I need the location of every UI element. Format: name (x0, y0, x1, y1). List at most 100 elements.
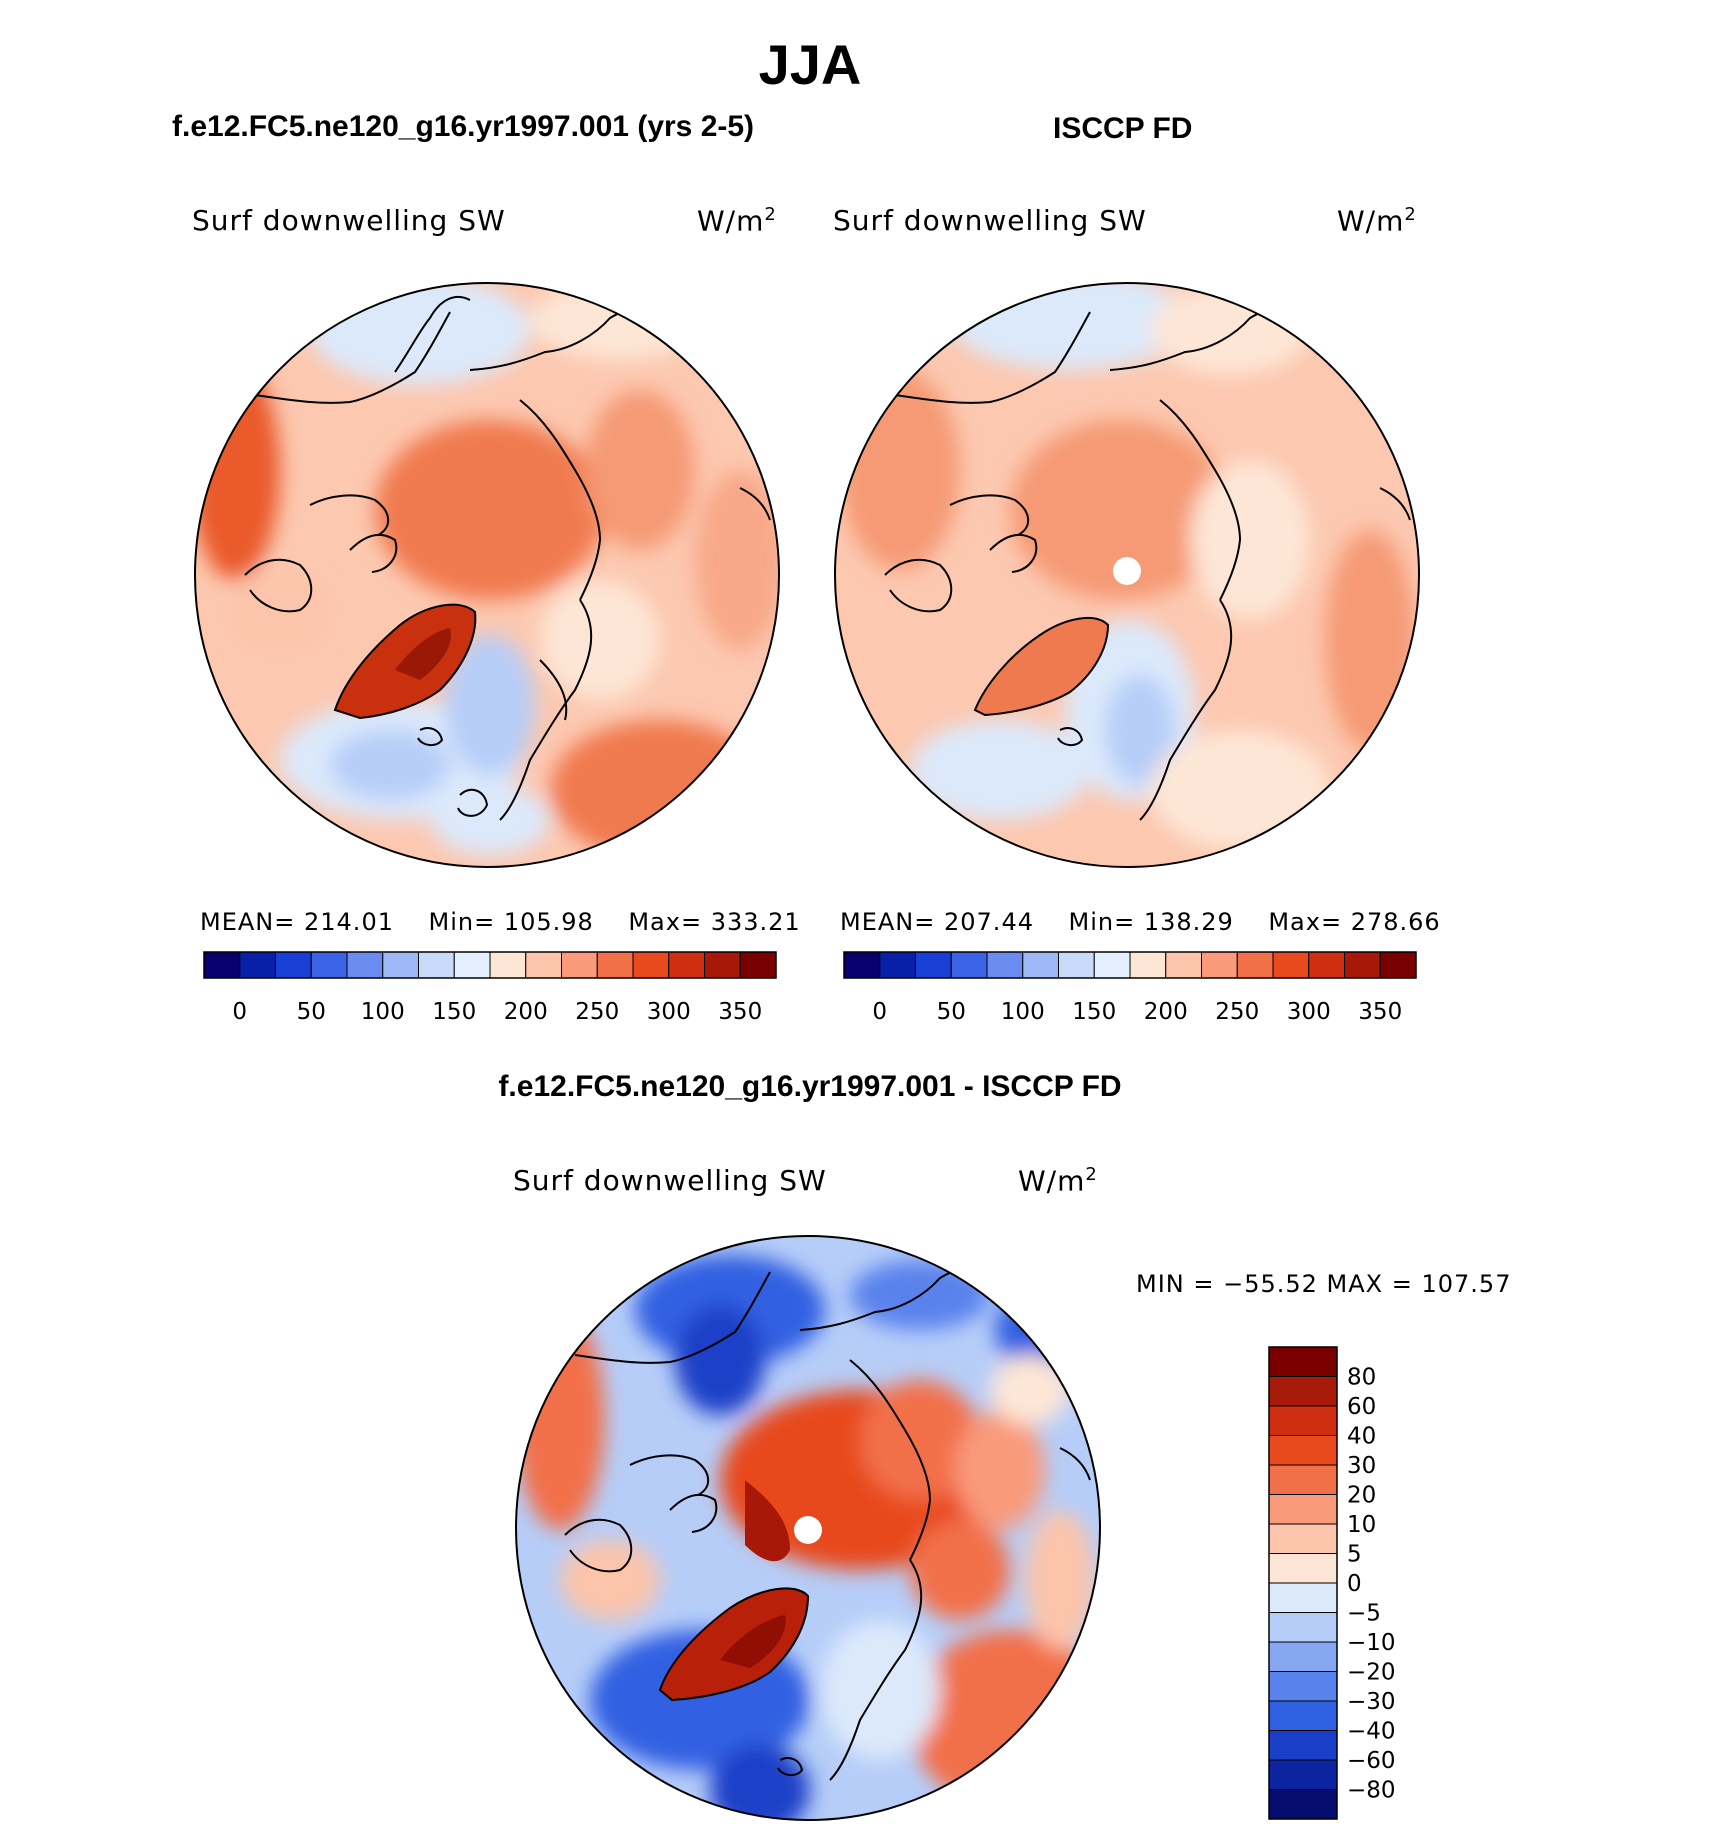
colorbar-tick-label: 350 (1358, 999, 1402, 1025)
colorbar-tick-label: 150 (432, 999, 476, 1025)
colorbar-tick-label: 50 (937, 999, 966, 1025)
colorbar-swatch (1201, 951, 1238, 979)
colorbar-tick-label: −5 (1347, 1601, 1381, 1627)
colorbar-tick-label: 300 (1287, 999, 1331, 1025)
colorbar-swatch (879, 951, 916, 979)
map-model (194, 282, 780, 868)
mean-value: 214.01 (304, 908, 394, 936)
colorbar-tick-label: 5 (1347, 1542, 1362, 1568)
colorbar-swatch (1344, 951, 1381, 979)
colorbar-tick-label: 80 (1347, 1365, 1376, 1391)
colorbar-tick-label: −30 (1347, 1689, 1396, 1715)
colorbar-swatch (843, 951, 881, 979)
min-value: 105.98 (503, 908, 594, 936)
colorbar-swatch (1022, 951, 1059, 979)
colorbar-swatch (739, 951, 777, 979)
max-value: 333.21 (710, 908, 801, 936)
colorbar-swatch (1268, 1789, 1338, 1820)
colorbar-swatch (1268, 1582, 1338, 1613)
diff-panel-units: W/m2 (1018, 1164, 1098, 1197)
max-label: Max= (1268, 908, 1343, 936)
colorbar-tick-label: 30 (1347, 1453, 1376, 1479)
colorbar-swatch (596, 951, 634, 979)
colorbar-tick-label: −20 (1347, 1660, 1396, 1686)
colorbar-swatch (1236, 951, 1274, 979)
colorbar-swatch (346, 951, 384, 979)
colorbar-swatch (1268, 1553, 1338, 1584)
max-value: 278.66 (1350, 908, 1441, 936)
colorbar-tick-label: −40 (1347, 1719, 1396, 1745)
colorbar-frame (1268, 1346, 1338, 1820)
colorbar-tick-label: 0 (1347, 1571, 1362, 1597)
colorbar-swatch (986, 951, 1024, 979)
colorbar-swatch (950, 951, 988, 979)
units-text: W/m (697, 204, 765, 238)
colorbar-swatch (561, 951, 598, 979)
colorbar-swatch (1268, 1523, 1338, 1554)
colorbar-tick-label: 50 (297, 999, 326, 1025)
panel-right-title: ISCCP FD (1053, 112, 1193, 145)
map-isccp (834, 282, 1420, 868)
min-value: 138.29 (1143, 908, 1234, 936)
colorbar-tick-label: 10 (1347, 1512, 1376, 1538)
colorbar-swatch (915, 951, 952, 979)
colorbar-swatch (382, 951, 419, 979)
mean-value: 207.44 (944, 908, 1034, 936)
colorbar-swatch (632, 951, 670, 979)
colorbar-swatch (453, 951, 491, 979)
colorbar-swatch (275, 951, 312, 979)
min-label: Min= (1068, 908, 1136, 936)
mean-label: MEAN= (840, 908, 936, 936)
units-exponent: 2 (1085, 1164, 1098, 1185)
colorbar-swatch (668, 951, 705, 979)
colorbar-frame (203, 951, 777, 979)
colorbar-swatch (1268, 1405, 1338, 1436)
colorbar-swatch (203, 951, 241, 979)
colorbar-swatch (1379, 951, 1417, 979)
colorbar-swatch (525, 951, 562, 979)
units-exponent: 2 (764, 204, 777, 225)
colorbar-swatch (1268, 1700, 1338, 1731)
colorbar-swatch (1165, 951, 1202, 979)
colorbar-swatch (418, 951, 455, 979)
colorbar-swatch (1268, 1346, 1338, 1377)
colorbar-swatch (489, 951, 527, 979)
colorbar-tick-label: 200 (504, 999, 548, 1025)
colorbar-tick-label: 100 (1001, 999, 1045, 1025)
colorbar-tick-label: 350 (718, 999, 762, 1025)
colorbar-swatch (1093, 951, 1131, 979)
colorbar-frame (843, 951, 1417, 979)
panel-left-units: W/m2 (697, 204, 777, 237)
panel-left-stats: MEAN= 214.01 Min= 105.98 Max= 333.21 (200, 908, 801, 936)
colorbar-tick-label: 60 (1347, 1394, 1376, 1420)
colorbar-tick-label: 20 (1347, 1483, 1376, 1509)
max-label: Max= (628, 908, 703, 936)
colorbar-tick-label: −80 (1347, 1778, 1396, 1804)
colorbar-swatch (1268, 1494, 1338, 1525)
units-text: W/m (1337, 204, 1405, 238)
figure-title: JJA (758, 33, 862, 96)
map-difference (515, 1235, 1101, 1821)
colorbar-tick-label: 250 (575, 999, 619, 1025)
diff-panel-variable: Surf downwelling SW (513, 1164, 827, 1197)
colorbar-tick-label: 250 (1215, 999, 1259, 1025)
colorbar-right: 0 50 100 150 200 250 300 350 (843, 951, 1417, 1025)
colorbar-swatch (239, 951, 276, 979)
colorbar-swatch (1058, 951, 1095, 979)
colorbar-swatch (1268, 1671, 1338, 1702)
colorbar-tick-label: 150 (1072, 999, 1116, 1025)
colorbar-tick-label: −60 (1347, 1748, 1396, 1774)
colorbar-difference: 80 60 40 30 20 10 5 0 −5 −10 −20 −30 −40 −60 −80 (1268, 1346, 1396, 1820)
colorbar-swatch (1268, 1435, 1338, 1466)
colorbar-tick-label: 300 (647, 999, 691, 1025)
colorbar-swatch (1268, 1612, 1338, 1643)
units-exponent: 2 (1404, 204, 1417, 225)
colorbar-tick-label: 0 (872, 999, 887, 1025)
colorbar-swatch (1268, 1730, 1338, 1761)
units-text: W/m (1018, 1164, 1086, 1198)
colorbar-swatch (1272, 951, 1310, 979)
colorbar-tick-label: 200 (1144, 999, 1188, 1025)
mean-label: MEAN= (200, 908, 296, 936)
panel-left-title: f.e12.FC5.ne120_g16.yr1997.001 (yrs 2-5) (172, 110, 755, 143)
colorbar-tick-label: 100 (361, 999, 405, 1025)
